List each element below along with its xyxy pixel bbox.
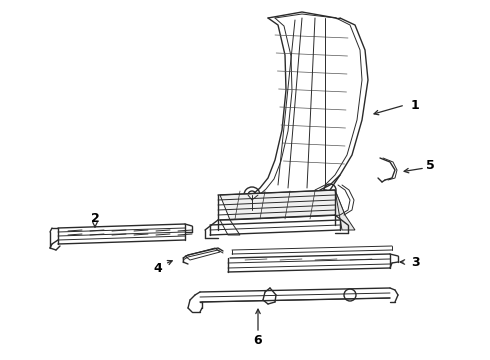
- Text: 4: 4: [154, 261, 162, 274]
- Text: 6: 6: [254, 333, 262, 346]
- Text: 2: 2: [91, 212, 99, 225]
- Circle shape: [344, 289, 356, 301]
- Circle shape: [248, 191, 256, 199]
- Text: 3: 3: [411, 256, 419, 269]
- Circle shape: [244, 187, 260, 203]
- Polygon shape: [220, 190, 345, 220]
- Text: 5: 5: [426, 158, 434, 171]
- Circle shape: [324, 184, 336, 196]
- Polygon shape: [185, 248, 220, 260]
- Polygon shape: [335, 190, 355, 230]
- Polygon shape: [220, 220, 240, 235]
- Text: 1: 1: [411, 99, 419, 112]
